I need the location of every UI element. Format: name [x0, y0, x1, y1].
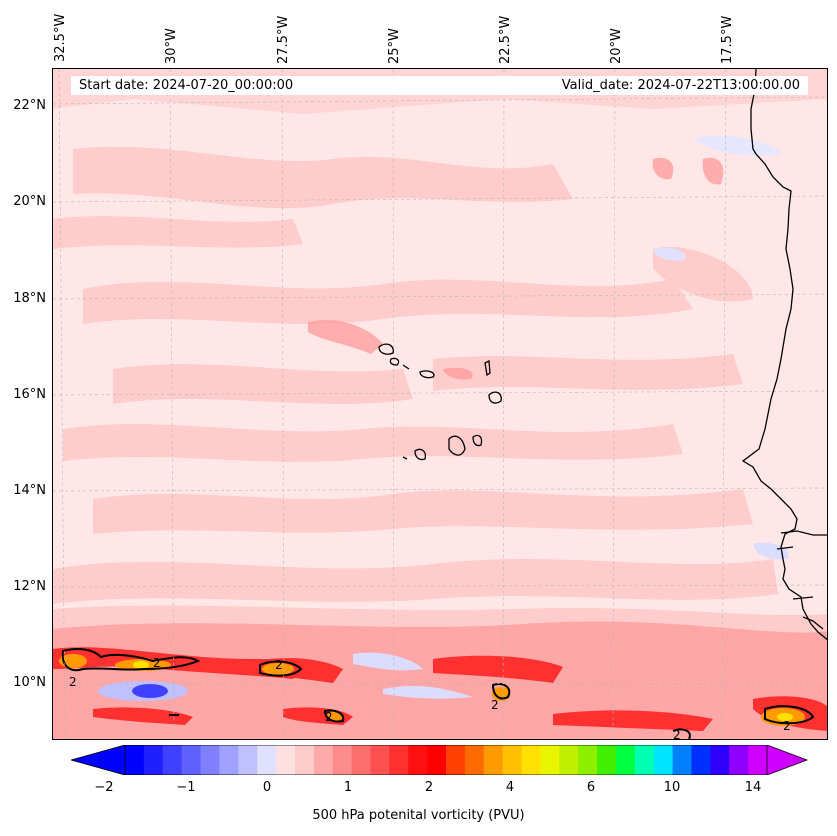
- colorbar-swatch: [578, 745, 598, 775]
- colorbar-outline-right: [766, 745, 809, 775]
- colorbar-swatch: [559, 745, 579, 775]
- lon-label-32-5w: 32.5°W: [53, 13, 68, 62]
- contour-label-3: 2: [275, 658, 283, 672]
- colorbar-swatch: [408, 745, 428, 775]
- lon-label-20w: 20°W: [609, 28, 624, 64]
- contour-label-2: 2: [153, 656, 161, 670]
- lon-label-30w: 30°W: [164, 28, 179, 64]
- pv-moderate-regions: [53, 157, 827, 739]
- colorbar-swatch: [691, 745, 711, 775]
- colorbar-swatch: [219, 745, 239, 775]
- colorbar-swatch: [143, 745, 164, 775]
- lon-label-17-5w: 17.5°W: [720, 15, 735, 64]
- lat-label-16n: 16°N: [13, 387, 46, 402]
- colorbar-swatch: [238, 745, 258, 775]
- pv-yellow-core: [133, 661, 793, 721]
- lon-label-22-5w: 22.5°W: [498, 15, 513, 64]
- colorbar-label: 500 hPa potenital vorticity (PVU): [312, 808, 525, 823]
- colorbar-swatch: [634, 745, 655, 775]
- colorbar-outline-left: [71, 745, 126, 775]
- colorbar-swatch: [464, 745, 485, 775]
- colorbar-swatch: [446, 745, 466, 775]
- colorbar-tick: 14: [744, 780, 762, 795]
- colorbar-swatch: [351, 745, 372, 775]
- colorbar-outline: [124, 745, 768, 775]
- colorbar-swatch: [276, 745, 296, 775]
- colorbar-swatches: [125, 745, 768, 775]
- start-date-label: Start date: 2024-07-20_00:00:00: [79, 78, 294, 93]
- lat-label-10n: 10°N: [13, 675, 46, 690]
- colorbar-swatch: [162, 745, 183, 775]
- colorbar-swatch: [540, 745, 560, 775]
- pv-map-canvas: 2 2 2 2 2 2 2: [53, 69, 827, 740]
- colorbar-swatch: [672, 745, 693, 775]
- pv-2-contours: [61, 648, 815, 739]
- colorbar-swatch: [313, 745, 334, 775]
- colorbar-swatch: [332, 745, 353, 775]
- lon-label-25w: 25°W: [387, 28, 402, 64]
- colorbar-swatch: [427, 745, 447, 775]
- lat-label-20n: 20°N: [13, 194, 46, 209]
- lat-label-18n: 18°N: [13, 291, 46, 306]
- colorbar-high-extend: [767, 745, 807, 775]
- colorbar-tick: 4: [505, 780, 515, 795]
- lat-label-12n: 12°N: [13, 579, 46, 594]
- africa-coastline: [741, 69, 827, 641]
- colorbar-swatch: [729, 745, 749, 775]
- contour-label-1: 2: [69, 675, 77, 689]
- colorbar-low-extend: [71, 745, 125, 775]
- colorbar-swatch: [653, 745, 674, 775]
- lat-label-14n: 14°N: [13, 483, 46, 498]
- pv-negative-regions: [98, 135, 789, 701]
- cape-verde-islands: [378, 343, 502, 461]
- colorbar-swatch: [521, 745, 542, 775]
- contour-label-4: 2: [491, 698, 499, 712]
- graticule: [53, 69, 827, 739]
- colorbar-swatch: [389, 745, 409, 775]
- colorbar-tick: −1: [176, 780, 196, 795]
- colorbar-swatch: [483, 745, 504, 775]
- contour-label-6: 2: [783, 719, 791, 733]
- colorbar-swatch: [125, 745, 145, 775]
- colorbar-tick: 10: [663, 780, 681, 795]
- colorbar-tick: −2: [94, 780, 114, 795]
- colorbar-swatch: [200, 745, 221, 775]
- colorbar-swatch: [370, 745, 390, 775]
- colorbar-tick: 1: [343, 780, 353, 795]
- colorbar-tick: 0: [262, 780, 272, 795]
- lat-label-22n: 22°N: [13, 98, 46, 113]
- colorbar-swatch: [710, 745, 730, 775]
- contour-label-7: 2: [673, 728, 681, 740]
- colorbar-swatch: [748, 745, 768, 775]
- colorbar-tick: 6: [586, 780, 596, 795]
- pv-colorbar: [71, 745, 809, 775]
- colorbar-swatch: [502, 745, 523, 775]
- colorbar-swatch: [294, 745, 315, 775]
- colorbar-swatch: [615, 745, 636, 775]
- valid-date-label: Valid_date: 2024-07-22T13:00:00.00: [561, 78, 800, 93]
- pv-map: 2 2 2 2 2 2 2: [52, 68, 828, 740]
- colorbar-swatch: [181, 745, 202, 775]
- date-info-bar: Start date: 2024-07-20_00:00:00 Valid_da…: [71, 76, 808, 95]
- colorbar-tick: 2: [424, 780, 434, 795]
- contour-label-5: 2: [325, 710, 333, 724]
- colorbar-swatch: [597, 745, 617, 775]
- lon-label-27-5w: 27.5°W: [276, 15, 291, 64]
- colorbar-swatch: [257, 745, 277, 775]
